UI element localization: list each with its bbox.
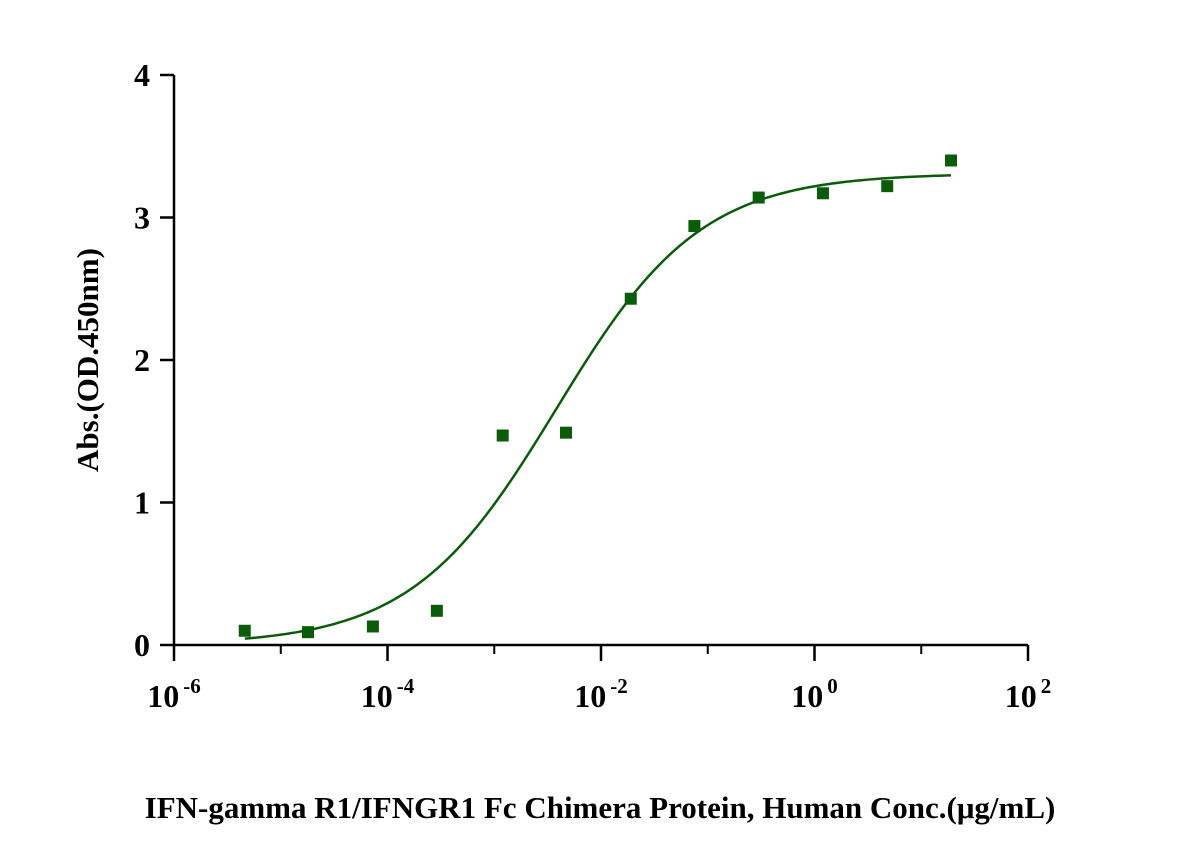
- x-tick-label: 10 -6: [147, 674, 201, 714]
- data-point: [945, 154, 958, 167]
- data-points-layer: [238, 154, 958, 639]
- y-tick-label: 0: [134, 627, 150, 663]
- data-point: [688, 220, 701, 233]
- x-tick-label-base: 10: [574, 678, 606, 714]
- data-point: [624, 292, 637, 305]
- data-point: [752, 191, 765, 204]
- data-point: [559, 426, 572, 439]
- x-tick-label: 10 0: [791, 674, 838, 714]
- x-axis-label: IFN-gamma R1/IFNGR1 Fc Chimera Protein, …: [145, 790, 1056, 825]
- x-tick-label: 10 -4: [361, 674, 415, 714]
- x-tick-label-base: 10: [361, 678, 393, 714]
- y-tick-label: 1: [134, 485, 150, 521]
- x-tick-label: 10 -2: [574, 674, 628, 714]
- x-tick-label-exponent: -6: [183, 674, 201, 698]
- y-axis-label: Abs.(OD.450nm): [70, 248, 105, 472]
- y-tick-label: 4: [134, 57, 150, 93]
- y-tick-label: 2: [134, 342, 150, 378]
- fit-curve: [244, 174, 952, 640]
- x-tick-label: 10 2: [1005, 674, 1052, 714]
- x-tick-label-exponent: -4: [397, 674, 415, 698]
- data-point: [881, 180, 894, 193]
- x-tick-label-base: 10: [791, 678, 823, 714]
- y-tick-label: 3: [134, 200, 150, 236]
- data-point: [816, 187, 829, 200]
- x-tick-label-base: 10: [147, 678, 179, 714]
- data-point: [430, 604, 443, 617]
- fit-curve-layer: [244, 174, 952, 640]
- data-point: [238, 624, 251, 637]
- data-point: [366, 620, 379, 633]
- x-tick-label-exponent: 2: [1041, 674, 1052, 698]
- x-tick-label-exponent: -2: [610, 674, 628, 698]
- data-point: [302, 626, 315, 639]
- data-point: [496, 429, 509, 442]
- x-tick-label-exponent: 0: [827, 674, 838, 698]
- x-tick-label-base: 10: [1005, 678, 1037, 714]
